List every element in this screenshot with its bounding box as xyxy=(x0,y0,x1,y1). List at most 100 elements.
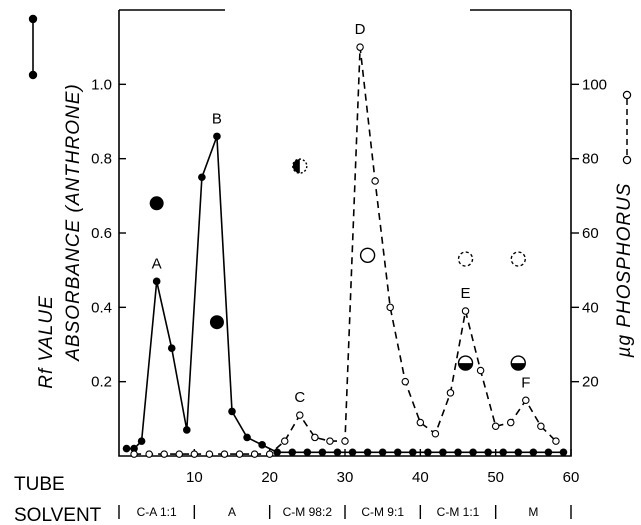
phosphorus-point xyxy=(552,437,560,445)
rf-marker xyxy=(457,251,474,267)
anthrone-point xyxy=(529,448,538,457)
anthrone-point xyxy=(137,437,146,445)
left-axis-title-rf: Rf VALUE xyxy=(36,295,57,389)
x-tick-label: 20 xyxy=(261,469,278,486)
rf-marker xyxy=(359,247,376,264)
anthrone-point xyxy=(122,444,131,453)
phosphorus-point xyxy=(130,450,138,458)
rf-marker-dot xyxy=(149,196,164,211)
phosphorus-point xyxy=(205,450,214,458)
left-legend-filled-icon xyxy=(28,70,38,80)
phosphorus-point xyxy=(537,422,545,431)
rf-marker-half xyxy=(292,159,300,174)
solvent-segment-label: M xyxy=(528,505,538,519)
anthrone-point xyxy=(273,448,282,457)
anthrone-point xyxy=(318,448,327,457)
rf-marker xyxy=(209,315,224,330)
phosphorus-point xyxy=(235,450,244,458)
left-tick-label: 1.0 xyxy=(91,76,112,93)
x-tick-label: 60 xyxy=(563,469,580,486)
x-tick-label: 10 xyxy=(186,469,203,486)
peak-label: F xyxy=(521,374,530,391)
phosphorus-point xyxy=(461,307,470,315)
anthrone-point xyxy=(130,444,138,453)
left-tick-label: 0.2 xyxy=(91,374,112,391)
phosphorus-point xyxy=(160,450,168,458)
phosphorus-point xyxy=(190,450,199,458)
anthrone-point xyxy=(167,344,176,353)
right-tick-label: 80 xyxy=(582,151,599,168)
phosphorus-point xyxy=(265,450,274,458)
solvent-segment-label: C-A 1:1 xyxy=(137,505,177,519)
rf-marker-dot xyxy=(359,247,376,264)
right-tick-label: 60 xyxy=(582,225,599,242)
labels-layer: A B C D E F C-A 1:1 A C-M 98:2 C-M 9:1 C-M 1:1 M xyxy=(28,14,632,519)
phosphorus-point xyxy=(491,422,500,431)
anthrone-point xyxy=(333,448,342,457)
rf-marker xyxy=(457,355,474,371)
left-tick-label: 0.8 xyxy=(91,151,112,168)
x-axis-title: TUBE xyxy=(14,474,65,495)
phosphorus-point xyxy=(296,411,304,419)
phosphorus-point xyxy=(416,418,425,427)
anthrone-point xyxy=(198,173,206,182)
rf-marker xyxy=(292,158,308,174)
anthrone-point xyxy=(544,448,553,457)
anthrone-point xyxy=(243,433,251,442)
solvent-title: SOLVENT xyxy=(14,505,102,525)
right-tick-label: 100 xyxy=(582,76,607,93)
peak-label: D xyxy=(355,21,366,38)
right-legend-open-icon xyxy=(622,155,632,165)
phosphorus-point xyxy=(326,437,334,445)
axis-ticks: 10 20 30 40 50 60 0.2 0.4 0.6 0.8 1.0 20 40 60 80 100 xyxy=(91,76,607,486)
phosphorus-point xyxy=(522,396,530,404)
phosphorus-point xyxy=(476,366,485,375)
phosphorus-point xyxy=(341,437,349,445)
peak-label: B xyxy=(212,110,222,127)
x-tick-label: 40 xyxy=(412,469,429,486)
anthrone-point xyxy=(439,448,447,457)
anthrone-point xyxy=(348,448,357,457)
anthrone-point xyxy=(469,448,477,457)
rf-markers xyxy=(149,158,526,371)
anthrone-point xyxy=(258,441,266,449)
phosphorus-point xyxy=(506,418,515,427)
phosphorus-point xyxy=(250,450,259,458)
anthrone-point xyxy=(514,448,523,457)
anthrone-point xyxy=(183,426,191,434)
phosphorus-point xyxy=(220,450,229,458)
phosphorus-point xyxy=(446,389,455,397)
anthrone-point xyxy=(303,448,312,457)
anthrone-point xyxy=(393,448,402,457)
anthrone-point xyxy=(363,448,372,457)
peak-label: C xyxy=(294,389,305,406)
anthrone-point xyxy=(213,132,221,141)
rf-marker-dot xyxy=(209,315,224,330)
phosphorus-point xyxy=(280,437,289,445)
x-tick-label: 50 xyxy=(487,469,504,486)
anthrone-point xyxy=(499,448,508,457)
phosphorus-point xyxy=(311,433,319,442)
anthrone-point xyxy=(288,448,297,457)
phosphorus-point xyxy=(175,450,184,458)
right-axis-title: µg PHOSPHORUS xyxy=(614,183,635,359)
right-legend-open-icon xyxy=(622,90,632,100)
solvent-segment-label: A xyxy=(228,505,236,519)
rf-marker xyxy=(510,355,526,371)
solvent-segment-label: C-M 1:1 xyxy=(437,505,480,519)
right-tick-label: 20 xyxy=(582,374,599,391)
peak-label: A xyxy=(152,255,162,272)
phosphorus-point xyxy=(431,429,440,438)
anthrone-point xyxy=(409,448,417,457)
solvent-segment-label: C-M 98:2 xyxy=(283,505,333,519)
anthrone-point xyxy=(378,448,387,457)
anthrone-point xyxy=(484,448,492,457)
phosphorus-point xyxy=(401,377,410,386)
x-tick-label: 30 xyxy=(337,469,354,486)
rf-marker-dot xyxy=(510,251,526,267)
peak-label: E xyxy=(461,285,471,302)
series-layer xyxy=(122,43,568,458)
rf-marker-half xyxy=(458,363,473,371)
phosphorus-point xyxy=(371,177,379,185)
